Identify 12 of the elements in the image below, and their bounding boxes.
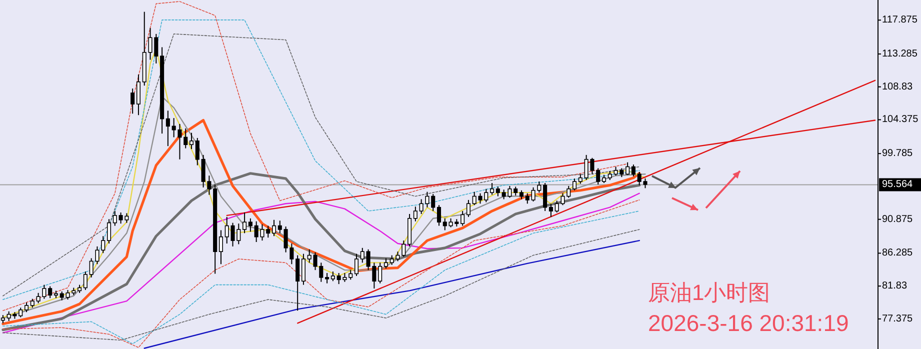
ytick: 113.285 bbox=[882, 48, 918, 60]
ytick: 117.875 bbox=[882, 14, 918, 26]
ytick: 104.375 bbox=[882, 114, 918, 126]
title: 原油1小时图 bbox=[648, 280, 770, 305]
ytick: 77.375 bbox=[882, 313, 913, 324]
ytick: 81.83 bbox=[882, 280, 908, 292]
ref-line-label: 95.564 bbox=[882, 179, 913, 190]
ytick: 108.83 bbox=[882, 81, 913, 92]
ytick: 86.285 bbox=[882, 248, 913, 259]
ytick: 90.875 bbox=[882, 214, 913, 225]
ytick: 99.785 bbox=[882, 148, 913, 160]
subtitle: 2026-3-16 20:31:19 bbox=[648, 310, 849, 336]
